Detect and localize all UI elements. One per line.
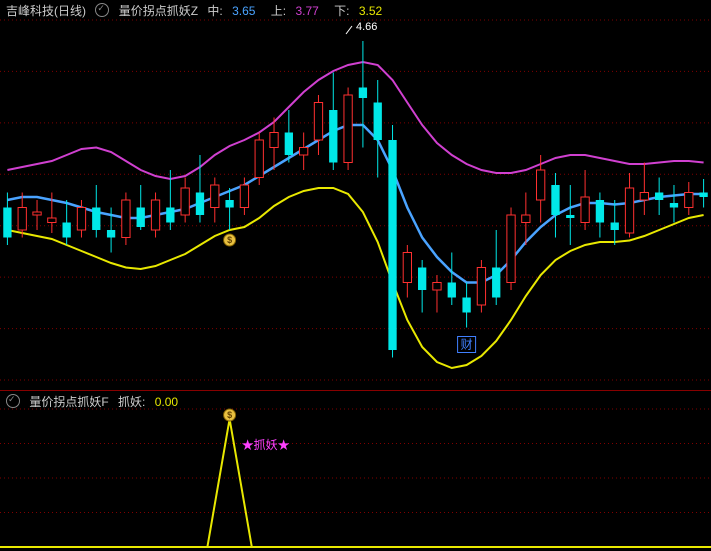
sub-chart-header: 量价拐点抓妖F 抓妖: 0.00 [6, 393, 190, 410]
mid-label: 中: 3.65 [207, 4, 261, 18]
settings-icon[interactable] [6, 394, 20, 408]
svg-text:$: $ [227, 235, 232, 245]
low-label: 下: 3.52 [334, 4, 388, 18]
main-chart-svg: 4.66 $ 财 [0, 0, 711, 390]
svg-text:4.66: 4.66 [356, 21, 377, 33]
stock-title: 吉峰科技(日线) [6, 4, 86, 18]
up-label: 上: 3.77 [271, 4, 325, 18]
main-chart-header: 吉峰科技(日线) 量价拐点抓妖Z 中: 3.65 上: 3.77 下: 3.52 [6, 2, 394, 19]
sub-indicator-name: 量价拐点抓妖F [29, 395, 108, 409]
sub-chart-panel: 量价拐点抓妖F 抓妖: 0.00 $ ★抓妖★ [0, 390, 711, 551]
svg-text:★抓妖★: ★抓妖★ [242, 438, 290, 452]
sub-value: 抓妖: 0.00 [118, 395, 184, 409]
svg-text:$: $ [227, 410, 232, 420]
indicator-name: 量价拐点抓妖Z [119, 4, 198, 18]
main-chart-panel: 吉峰科技(日线) 量价拐点抓妖Z 中: 3.65 上: 3.77 下: 3.52… [0, 0, 711, 390]
svg-text:财: 财 [461, 338, 473, 352]
sub-chart-svg: $ ★抓妖★ [0, 391, 711, 551]
settings-icon[interactable] [95, 3, 109, 17]
